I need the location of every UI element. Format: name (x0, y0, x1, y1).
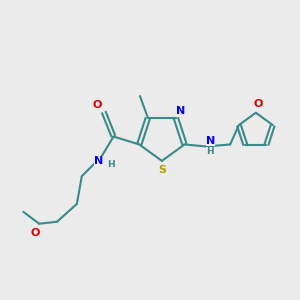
Text: N: N (206, 136, 215, 146)
Text: N: N (94, 156, 103, 166)
Text: N: N (176, 106, 185, 116)
Text: O: O (31, 228, 40, 238)
Text: O: O (93, 100, 102, 110)
Text: S: S (158, 165, 166, 175)
Text: O: O (253, 99, 262, 109)
Text: H: H (206, 147, 214, 156)
Text: H: H (107, 160, 114, 169)
